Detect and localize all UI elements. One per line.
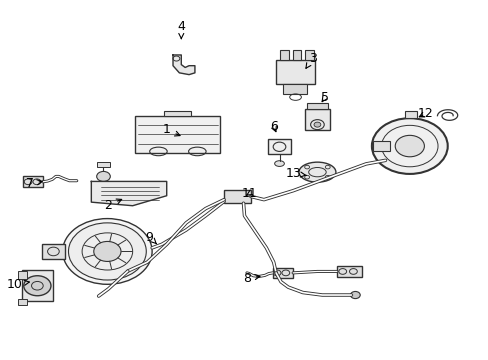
Bar xyxy=(372,141,389,152)
Text: 4: 4 xyxy=(177,20,185,39)
Bar xyxy=(41,244,65,259)
Circle shape xyxy=(350,292,360,298)
Bar xyxy=(164,111,191,116)
Ellipse shape xyxy=(313,122,320,127)
Circle shape xyxy=(68,223,146,280)
Ellipse shape xyxy=(298,162,335,182)
Bar xyxy=(224,190,250,203)
Bar xyxy=(272,268,292,278)
Circle shape xyxy=(371,118,447,174)
Text: 1: 1 xyxy=(163,123,180,136)
Circle shape xyxy=(94,242,121,261)
Bar xyxy=(305,50,313,60)
Bar xyxy=(292,50,301,60)
Text: 7: 7 xyxy=(25,177,42,190)
Bar xyxy=(22,270,53,301)
Bar xyxy=(280,50,288,60)
Bar xyxy=(135,116,220,153)
Text: 6: 6 xyxy=(269,120,277,133)
Text: 10: 10 xyxy=(7,278,29,291)
Bar xyxy=(404,111,416,118)
Text: 2: 2 xyxy=(104,198,122,212)
Polygon shape xyxy=(91,181,166,206)
Circle shape xyxy=(62,219,152,284)
Circle shape xyxy=(24,276,51,296)
Text: 12: 12 xyxy=(417,107,432,120)
Text: 3: 3 xyxy=(305,52,316,68)
Bar xyxy=(283,84,306,94)
Text: 9: 9 xyxy=(145,231,156,244)
Bar xyxy=(267,139,290,154)
Bar xyxy=(305,109,329,130)
Text: 11: 11 xyxy=(241,187,257,200)
Bar xyxy=(336,266,362,277)
Bar xyxy=(97,162,110,167)
Text: 13: 13 xyxy=(285,167,306,180)
Ellipse shape xyxy=(274,161,284,166)
Bar xyxy=(18,271,27,279)
Text: 5: 5 xyxy=(320,91,328,104)
Bar xyxy=(18,299,27,305)
Bar xyxy=(23,176,42,187)
Polygon shape xyxy=(173,55,195,75)
Text: 8: 8 xyxy=(243,272,260,285)
Circle shape xyxy=(394,135,424,157)
Bar xyxy=(276,60,314,84)
Circle shape xyxy=(97,171,110,181)
Bar xyxy=(306,103,327,109)
